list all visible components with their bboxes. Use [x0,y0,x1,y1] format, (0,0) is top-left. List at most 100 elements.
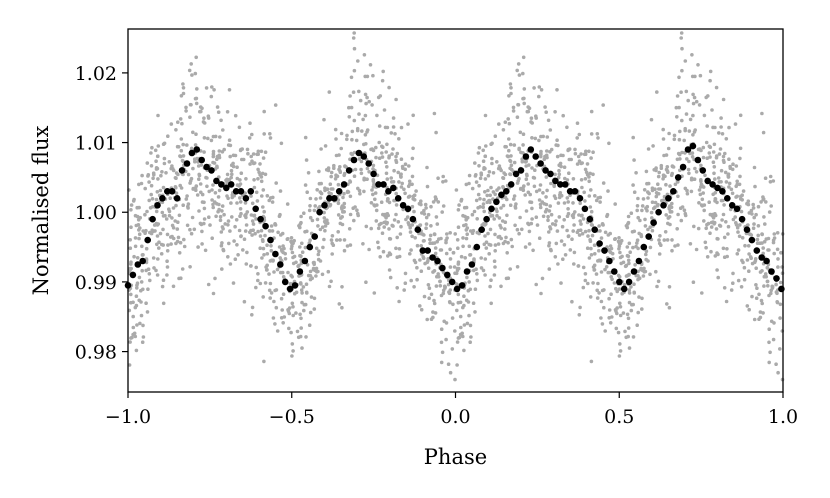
y-tick-label: 1.02 [75,63,117,85]
raw-point [662,238,667,242]
raw-point [314,197,318,201]
raw-point [245,250,249,255]
raw-point [691,113,695,118]
raw-point [218,135,222,139]
raw-point [220,204,225,208]
raw-point [171,226,176,230]
raw-point [497,164,502,168]
raw-point [400,181,405,186]
raw-point [483,257,488,261]
raw-point [167,209,172,214]
raw-point [646,147,651,151]
raw-point [365,74,370,79]
raw-point [624,264,628,268]
raw-point [409,248,413,252]
binned-point [748,236,756,244]
raw-point [228,262,233,266]
raw-point [767,360,771,365]
raw-point [303,230,307,234]
raw-point [572,250,577,255]
binned-point [355,149,363,157]
raw-point [160,284,165,289]
raw-point [599,316,603,320]
raw-point [662,153,666,158]
raw-point [255,199,260,203]
raw-point [135,323,139,327]
raw-point [419,244,424,248]
raw-point [309,295,314,299]
raw-point [465,321,470,326]
raw-point [206,282,211,287]
raw-point [424,222,429,226]
raw-point [696,147,701,152]
raw-point [631,245,635,250]
raw-point [206,136,210,141]
raw-point [493,265,497,269]
binned-point [453,285,461,293]
raw-point [445,232,449,236]
raw-point [363,113,368,118]
raw-point [351,36,356,40]
raw-point [448,247,452,252]
raw-point [357,157,362,161]
raw-point [162,141,167,146]
raw-point [482,209,487,214]
raw-point [318,196,323,200]
raw-point [491,171,496,175]
binned-point [168,188,176,195]
raw-point [565,196,570,200]
raw-point [229,201,233,205]
raw-point [250,201,255,206]
raw-point [141,323,145,328]
raw-point [227,88,232,92]
raw-point [161,301,166,306]
binned-point [709,181,716,188]
raw-point [614,286,618,291]
raw-point [432,269,437,273]
raw-point [483,154,488,158]
raw-point [584,170,589,175]
raw-point [148,278,152,283]
raw-point [521,132,526,136]
raw-point [500,219,505,223]
raw-point [149,192,153,197]
raw-point [547,209,552,213]
raw-point [703,240,708,245]
raw-point [181,142,185,147]
raw-point [396,170,401,175]
raw-point [385,142,389,147]
raw-point [763,176,768,180]
raw-point [655,90,659,94]
raw-point [635,238,640,242]
raw-point [751,202,755,207]
raw-point [524,209,529,213]
raw-point [595,132,600,136]
raw-point [434,284,439,288]
raw-point [703,173,707,178]
raw-point [220,150,225,154]
raw-point [547,230,551,234]
raw-point [186,172,191,177]
raw-point [704,95,708,100]
raw-point [516,103,521,107]
raw-point [613,308,618,312]
raw-point [578,228,583,232]
raw-point [385,177,390,181]
raw-point [438,279,442,284]
raw-point [200,229,204,234]
raw-point [403,162,408,166]
raw-point [455,238,460,242]
raw-point [589,109,594,114]
raw-point [717,180,721,184]
raw-point [562,201,567,205]
binned-point [689,142,697,150]
raw-point [202,136,207,140]
raw-point [333,127,338,132]
raw-point [654,194,659,199]
raw-point [269,291,274,295]
raw-point [158,188,163,193]
raw-point [412,285,416,289]
raw-point [527,242,532,246]
raw-point [527,106,532,111]
raw-point [632,282,636,287]
